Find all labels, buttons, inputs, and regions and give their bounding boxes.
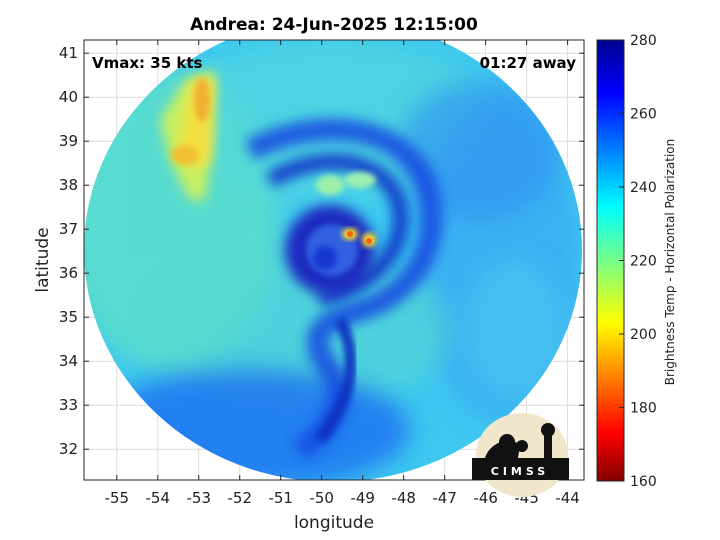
x-tick-label: -47 (432, 489, 457, 507)
colorbar-tick-label: 200 (630, 327, 657, 343)
y-tick-label: 35 (59, 308, 78, 326)
y-tick-label: 39 (59, 132, 78, 150)
x-tick-label: -54 (146, 489, 171, 507)
y-tick-label: 33 (59, 396, 78, 414)
chart-title: Andrea: 24-Jun-2025 12:15:00 (190, 15, 478, 35)
x-tick-label: -44 (555, 489, 580, 507)
y-tick-label: 40 (59, 88, 78, 106)
y-tick-label: 41 (59, 44, 78, 62)
colorbar-ticks: 160 180 200 220 240 260 280 (619, 33, 657, 490)
y-axis-label: latitude (33, 227, 53, 292)
time-away-annotation: 01:27 away (480, 54, 577, 72)
colorbar-tick-label: 160 (630, 474, 657, 490)
y-tick-label: 34 (59, 352, 78, 370)
cimss-logo: CIMSS (472, 413, 569, 497)
y-tick-label: 32 (59, 440, 78, 458)
colorbar-tick-label: 180 (630, 401, 657, 417)
x-tick-label: -46 (473, 489, 498, 507)
colorbar: 160 180 200 220 240 260 280 Brightness Temp - … (596, 33, 677, 490)
y-tick-label: 37 (59, 220, 78, 238)
y-tick-label: 38 (59, 176, 78, 194)
colorbar-label: Brightness Temp - Horizontal Polarizatio… (663, 139, 677, 386)
x-tick-label: -48 (391, 489, 416, 507)
logo-text: CIMSS (491, 465, 549, 478)
y-tick-label: 36 (59, 264, 78, 282)
colorbar-tick-label: 260 (630, 107, 657, 123)
colorbar-tick-label: 280 (630, 33, 657, 49)
x-tick-label: -52 (227, 489, 252, 507)
x-tick-label: -50 (309, 489, 334, 507)
colorbar-tick-label: 220 (630, 254, 657, 270)
x-tick-label: -55 (105, 489, 130, 507)
x-tick-label: -51 (268, 489, 293, 507)
brightness-temp-swath (84, 40, 582, 480)
axes-frame (83, 39, 585, 481)
x-tick-label: -49 (350, 489, 375, 507)
x-axis-label: longitude (294, 513, 374, 533)
y-axis-ticks: 32 33 34 35 36 37 38 39 40 41 (59, 44, 584, 458)
x-tick-label: -53 (187, 489, 212, 507)
vmax-annotation: Vmax: 35 kts (92, 54, 202, 72)
colorbar-tick-label: 240 (630, 180, 657, 196)
